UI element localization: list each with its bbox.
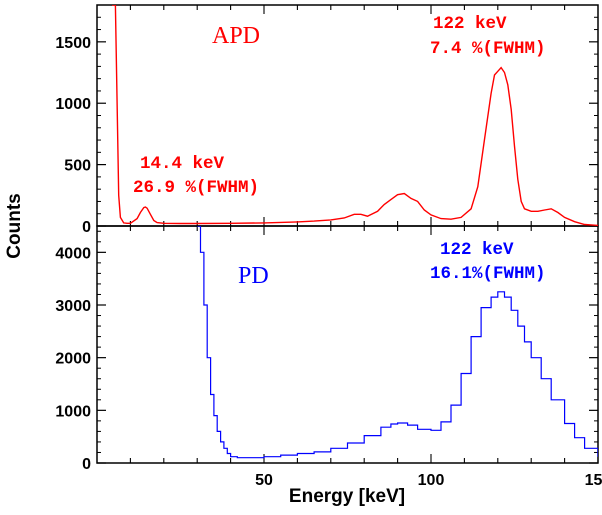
- pd-panel-frame: [96, 225, 599, 464]
- apd-detector-label: APD: [212, 23, 260, 49]
- pd-x-tick-label: 150: [585, 472, 602, 489]
- apd-peak122-resolution-label: 7.4 %(FWHM): [430, 39, 546, 59]
- apd-y-axis: 0 500 1000 1500: [55, 5, 598, 236]
- pd-y-tick-label: 4000: [55, 245, 91, 262]
- y-axis-title: Counts: [4, 193, 25, 258]
- pd-y-tick-label: 3000: [55, 298, 91, 315]
- pd-y-tick-label: 2000: [55, 351, 91, 368]
- pd-y-tick-label: 0: [82, 456, 91, 473]
- pd-axes: 0 1000 2000 3000 4000 50 100 150: [55, 226, 602, 489]
- pd-peak122-energy-label: 122 keV: [440, 240, 514, 260]
- pd-spectrum-line: [197, 226, 598, 459]
- x-axis-title: Energy [keV]: [289, 486, 405, 507]
- pd-x-tick-label: 100: [418, 472, 445, 489]
- apd-peak14-resolution-label: 26.9 %(FWHM): [133, 178, 259, 198]
- apd-peak14-energy-label: 14.4 keV: [140, 154, 225, 174]
- apd-y-tick-label: 1000: [55, 96, 91, 113]
- pd-peak122-resolution-label: 16.1%(FWHM): [430, 264, 546, 284]
- apd-y-tick-label: 1500: [55, 35, 91, 52]
- pd-x-tick-label: 50: [255, 472, 273, 489]
- apd-y-tick-label: 0: [82, 219, 91, 236]
- apd-peak122-energy-label: 122 keV: [433, 14, 507, 34]
- pd-y-tick-label: 1000: [55, 403, 91, 420]
- pd-detector-label: PD: [238, 263, 269, 289]
- apd-spectrum-line: [112, 5, 598, 226]
- apd-y-tick-label: 500: [64, 158, 91, 175]
